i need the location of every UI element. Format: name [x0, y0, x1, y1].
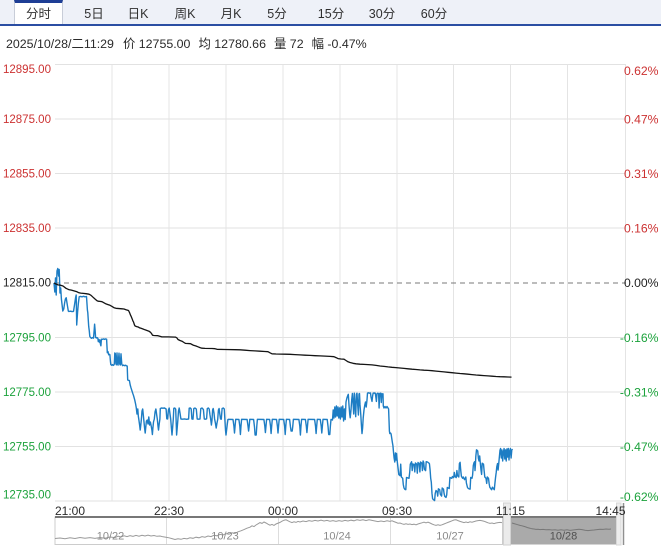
svg-text:00:00: 00:00 — [268, 504, 298, 518]
svg-text:14:45: 14:45 — [595, 504, 625, 518]
svg-text:12795.00: 12795.00 — [3, 333, 51, 345]
svg-text:-0.47%: -0.47% — [620, 440, 659, 454]
svg-text:0.16%: 0.16% — [624, 221, 659, 235]
svg-text:12855.00: 12855.00 — [3, 169, 51, 181]
svg-text:0.00%: 0.00% — [624, 276, 659, 290]
svg-text:12875.00: 12875.00 — [3, 114, 51, 126]
svg-text:12815.00: 12815.00 — [3, 278, 51, 290]
svg-text:-0.16%: -0.16% — [620, 331, 659, 345]
svg-text:11:15: 11:15 — [496, 504, 525, 518]
svg-text:10/24: 10/24 — [323, 531, 351, 543]
svg-text:10/28: 10/28 — [550, 531, 578, 543]
svg-text:10/27: 10/27 — [436, 531, 464, 543]
svg-text:10/23: 10/23 — [211, 531, 239, 543]
svg-text:21:00: 21:00 — [55, 504, 85, 518]
svg-text:12775.00: 12775.00 — [3, 387, 51, 399]
svg-text:0.62%: 0.62% — [624, 64, 659, 78]
svg-text:12755.00: 12755.00 — [3, 442, 51, 454]
svg-text:0.31%: 0.31% — [624, 167, 659, 181]
svg-text:-0.62%: -0.62% — [620, 490, 659, 504]
svg-text:12895.00: 12895.00 — [3, 64, 51, 76]
svg-text:12735.00: 12735.00 — [3, 490, 51, 502]
svg-text:09:30: 09:30 — [382, 504, 412, 518]
svg-text:-0.31%: -0.31% — [620, 385, 659, 399]
svg-text:22:30: 22:30 — [154, 504, 184, 518]
svg-text:0.47%: 0.47% — [624, 112, 659, 126]
svg-text:12835.00: 12835.00 — [3, 223, 51, 235]
svg-text:10/22: 10/22 — [97, 531, 125, 543]
